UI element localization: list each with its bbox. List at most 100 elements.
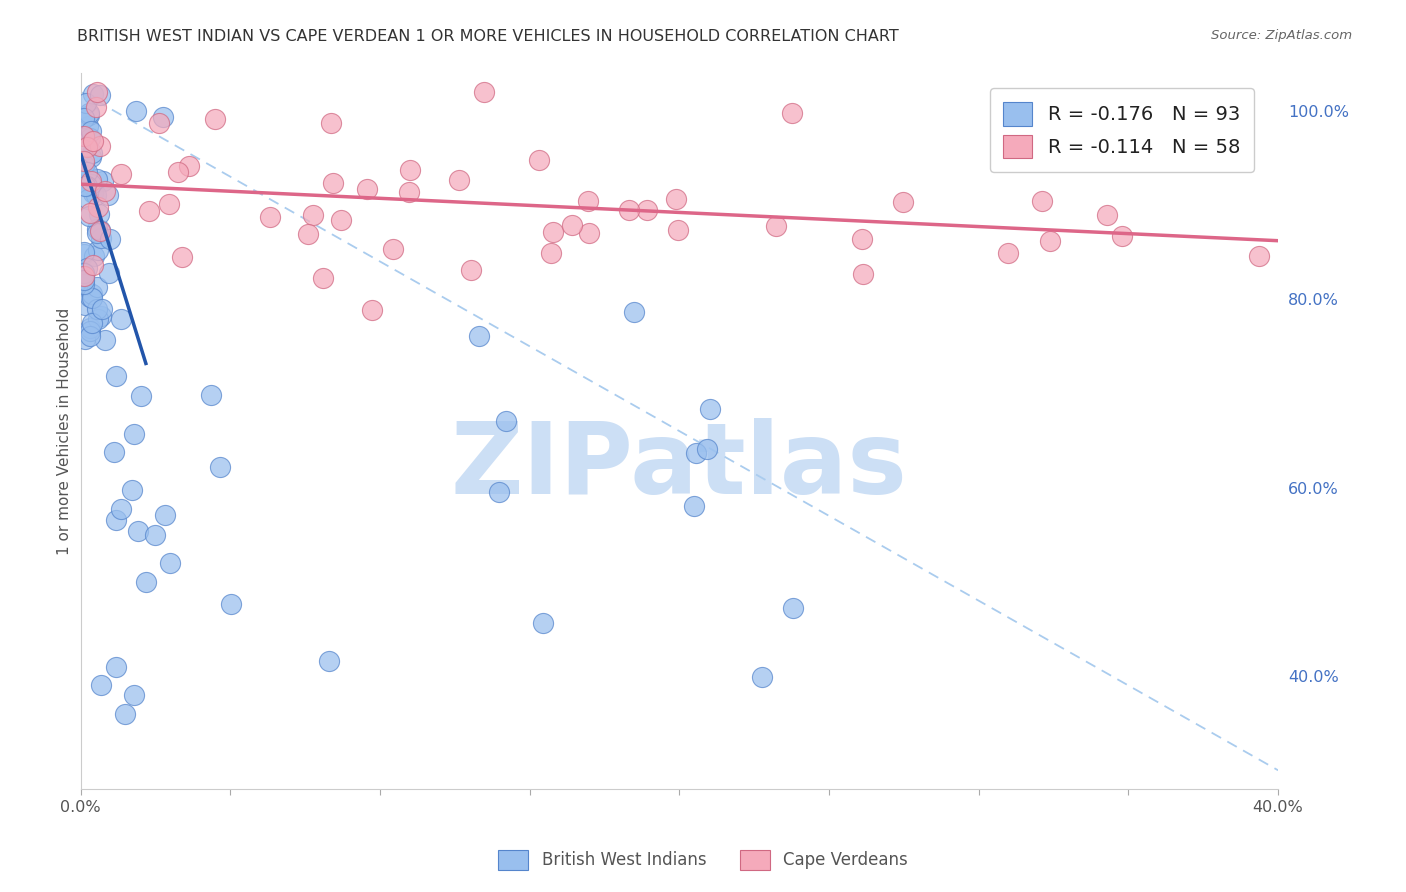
- Point: [382, 242, 405, 256]
- Point: [79, 324, 101, 338]
- Point: [100, 232, 122, 246]
- Point: [997, 246, 1019, 260]
- Point: [82, 145, 104, 160]
- Point: [495, 414, 517, 428]
- Point: [105, 659, 128, 673]
- Point: [699, 402, 721, 417]
- Point: [89, 139, 111, 153]
- Point: [531, 616, 554, 631]
- Point: [460, 263, 482, 277]
- Point: [851, 232, 873, 246]
- Point: [90, 678, 112, 692]
- Point: [87, 201, 110, 215]
- Point: [540, 246, 562, 260]
- Point: [73, 277, 96, 292]
- Point: [155, 508, 177, 522]
- Point: [665, 193, 688, 207]
- Point: [84, 100, 107, 114]
- Point: [449, 173, 471, 187]
- Point: [79, 178, 101, 192]
- Point: [72, 268, 94, 283]
- Point: [76, 179, 98, 194]
- Point: [127, 524, 149, 538]
- Point: [79, 329, 101, 343]
- Point: [103, 444, 125, 458]
- Point: [77, 105, 100, 120]
- Point: [77, 209, 100, 223]
- Point: [72, 154, 94, 169]
- Point: [75, 96, 97, 111]
- Point: [617, 203, 640, 218]
- Point: [105, 369, 128, 384]
- Point: [148, 116, 170, 130]
- Point: [72, 128, 94, 143]
- Point: [1095, 208, 1118, 222]
- Point: [110, 312, 132, 326]
- Point: [1249, 249, 1271, 263]
- Point: [1031, 194, 1053, 208]
- Point: [72, 277, 94, 291]
- Point: [685, 446, 707, 460]
- Point: [83, 249, 105, 263]
- Point: [751, 670, 773, 684]
- Point: [73, 273, 96, 287]
- Point: [77, 119, 100, 133]
- Point: [319, 116, 342, 130]
- Point: [177, 160, 200, 174]
- Point: [90, 231, 112, 245]
- Point: [302, 208, 325, 222]
- Point: [75, 331, 97, 345]
- Point: [110, 502, 132, 516]
- Point: [488, 484, 510, 499]
- Point: [98, 266, 121, 280]
- Y-axis label: 1 or more Vehicles in Household: 1 or more Vehicles in Household: [58, 308, 72, 555]
- Point: [79, 131, 101, 145]
- Point: [82, 258, 104, 272]
- Point: [472, 85, 495, 99]
- Point: [73, 112, 96, 126]
- Point: [623, 305, 645, 319]
- Point: [86, 243, 108, 257]
- Point: [94, 333, 117, 347]
- Point: [79, 290, 101, 304]
- Point: [76, 139, 98, 153]
- Point: [541, 225, 564, 239]
- Point: [73, 179, 96, 194]
- Point: [398, 162, 420, 177]
- Point: [121, 483, 143, 497]
- Text: BRITISH WEST INDIAN VS CAPE VERDEAN 1 OR MORE VEHICLES IN HOUSEHOLD CORRELATION : BRITISH WEST INDIAN VS CAPE VERDEAN 1 OR…: [77, 29, 898, 44]
- Point: [105, 513, 128, 527]
- Point: [122, 426, 145, 441]
- Point: [76, 260, 98, 275]
- Point: [114, 706, 136, 721]
- Point: [72, 268, 94, 283]
- Point: [79, 206, 101, 220]
- Point: [893, 194, 915, 209]
- Point: [72, 268, 94, 283]
- Point: [72, 245, 94, 260]
- Point: [87, 312, 110, 326]
- Point: [576, 194, 599, 208]
- Point: [167, 165, 190, 179]
- Point: [86, 172, 108, 186]
- Point: [80, 316, 103, 330]
- Point: [97, 187, 120, 202]
- Point: [72, 266, 94, 280]
- Point: [852, 267, 875, 281]
- Point: [91, 174, 114, 188]
- Point: [91, 302, 114, 317]
- Point: [86, 301, 108, 316]
- Point: [765, 219, 787, 233]
- Point: [82, 134, 104, 148]
- Point: [1111, 229, 1133, 244]
- Point: [80, 124, 103, 138]
- Point: [125, 103, 148, 118]
- Point: [131, 389, 153, 403]
- Point: [143, 527, 166, 541]
- Legend: R = -0.176   N = 93, R = -0.114   N = 58: R = -0.176 N = 93, R = -0.114 N = 58: [990, 88, 1254, 172]
- Point: [72, 247, 94, 261]
- Point: [312, 270, 335, 285]
- Point: [79, 321, 101, 335]
- Point: [1039, 234, 1062, 248]
- Point: [159, 556, 181, 570]
